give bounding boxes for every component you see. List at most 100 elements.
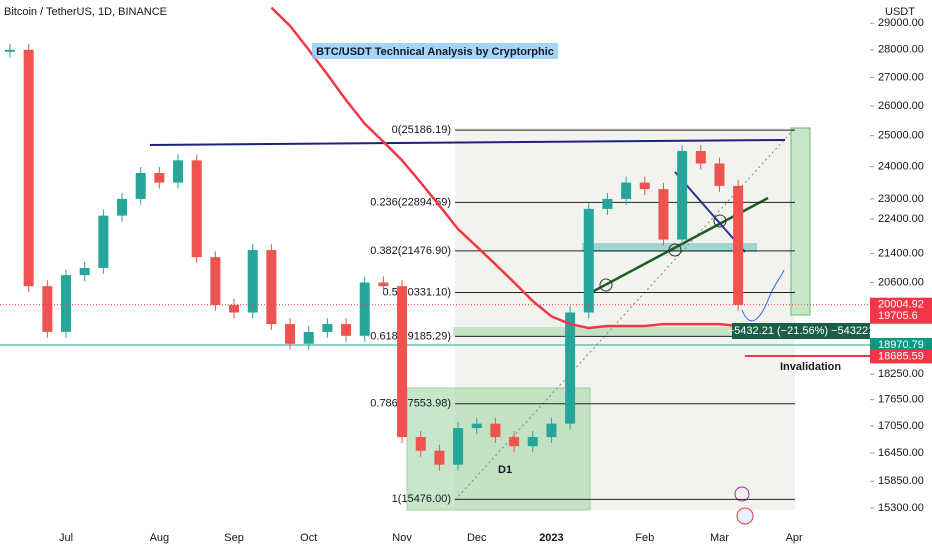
y-tick-label: 20600.00 bbox=[878, 276, 924, 288]
y-tick-label: 27000.00 bbox=[878, 71, 924, 83]
candle bbox=[509, 437, 520, 447]
candle bbox=[303, 331, 314, 344]
symbol: Bitcoin / TetherUS, 1D, BINANCE bbox=[4, 6, 167, 18]
price-label-bg bbox=[870, 337, 932, 352]
candle bbox=[397, 286, 408, 438]
y-tick-label: 16450.00 bbox=[878, 447, 924, 459]
y-tick-label: 17650.00 bbox=[878, 394, 924, 406]
candle bbox=[266, 250, 277, 325]
event-icon bbox=[734, 486, 750, 502]
measure-bg bbox=[732, 323, 870, 339]
candle bbox=[154, 172, 165, 183]
event-icon bbox=[736, 507, 754, 525]
marker bbox=[713, 214, 727, 228]
candle bbox=[79, 267, 90, 276]
moving-average bbox=[270, 6, 739, 330]
candle bbox=[658, 189, 669, 240]
candle bbox=[5, 49, 15, 52]
y-tick-label: 29000.00 bbox=[878, 17, 924, 29]
candle bbox=[285, 324, 296, 344]
price-label: 18970.79 bbox=[878, 339, 924, 351]
candle bbox=[733, 185, 744, 305]
candle bbox=[322, 324, 333, 332]
fib-label: 0.382(21476.90) bbox=[370, 245, 451, 257]
box-label: D1 bbox=[498, 464, 512, 476]
x-tick-label: Feb bbox=[635, 532, 654, 544]
x-tick-label: 2023 bbox=[539, 532, 563, 544]
candle bbox=[210, 257, 221, 305]
x-tick-label: Nov bbox=[392, 532, 412, 544]
candle bbox=[453, 428, 464, 465]
x-tick-label: Apr bbox=[786, 532, 803, 544]
candle bbox=[117, 198, 128, 216]
x-tick-label: Jul bbox=[59, 532, 73, 544]
candle bbox=[61, 275, 72, 332]
y-tick-label: 21400.00 bbox=[878, 247, 924, 259]
price-label: 18685.59 bbox=[878, 350, 924, 362]
y-tick-label: 15300.00 bbox=[878, 502, 924, 514]
candle bbox=[471, 423, 482, 429]
fib-label: 0(25186.19) bbox=[392, 124, 451, 136]
fib-label: 0.618(19185.29) bbox=[370, 330, 451, 342]
x-tick-label: Sep bbox=[224, 532, 244, 544]
y-tick-label: 25000.00 bbox=[878, 130, 924, 142]
price-label: 19705.6 bbox=[878, 310, 918, 322]
candle bbox=[247, 250, 258, 313]
fib-diagonal bbox=[454, 127, 796, 501]
candle bbox=[490, 423, 501, 438]
d1-box bbox=[406, 387, 591, 511]
y-tick-label: 18250.00 bbox=[878, 368, 924, 380]
resistance-line bbox=[149, 139, 786, 146]
candle bbox=[341, 324, 352, 336]
invalidation-label: Invalidation bbox=[780, 361, 841, 373]
x-tick-label: Aug bbox=[150, 532, 170, 544]
candle bbox=[135, 172, 146, 199]
candle bbox=[173, 160, 184, 183]
x-tick-label: Oct bbox=[300, 532, 317, 544]
candle bbox=[639, 182, 650, 190]
y-unit: USDT bbox=[885, 6, 915, 18]
price-label-bg bbox=[870, 309, 932, 324]
candle bbox=[191, 160, 202, 258]
x-tick-label: Dec bbox=[467, 532, 487, 544]
candle bbox=[42, 286, 53, 332]
candle bbox=[527, 437, 538, 447]
candle bbox=[546, 423, 557, 438]
y-tick-label: 22400.00 bbox=[878, 213, 924, 225]
support-zone bbox=[453, 327, 868, 336]
candle bbox=[98, 215, 109, 268]
candle bbox=[229, 304, 240, 313]
y-tick-label: 15850.00 bbox=[878, 475, 924, 487]
title-bg bbox=[312, 43, 558, 59]
fib-label: 0.786(17553.98) bbox=[370, 398, 451, 410]
fib-label: 0.5(20331.10) bbox=[383, 286, 452, 298]
marker bbox=[668, 243, 682, 257]
fib-label: 0.236(22894.59) bbox=[370, 196, 451, 208]
price-label: 20004.92 bbox=[878, 299, 924, 311]
projection-arrow bbox=[741, 269, 785, 322]
y-tick-label: 28000.00 bbox=[878, 44, 924, 56]
price-label-bg bbox=[870, 349, 932, 364]
candle bbox=[378, 282, 389, 287]
candle bbox=[602, 198, 613, 209]
candle bbox=[23, 49, 34, 287]
chart-title: BTC/USDT Technical Analysis by Cryptorph… bbox=[316, 46, 554, 58]
y-tick-label: 17050.00 bbox=[878, 420, 924, 432]
candle bbox=[677, 151, 688, 240]
y-tick-label: 26000.00 bbox=[878, 100, 924, 112]
candle bbox=[565, 312, 576, 424]
candle bbox=[434, 450, 445, 465]
y-tick-label: 24000.00 bbox=[878, 161, 924, 173]
candle bbox=[583, 208, 594, 313]
marker bbox=[599, 278, 613, 292]
candle bbox=[714, 163, 725, 186]
measure-label: −5432.21 (−21.56%) −543221 bbox=[728, 325, 875, 337]
y-tick-label: 23000.00 bbox=[878, 193, 924, 205]
fib-label: 1(15476.00) bbox=[392, 493, 451, 505]
candle bbox=[415, 437, 426, 451]
candle bbox=[621, 182, 632, 199]
x-tick-label: Mar bbox=[710, 532, 729, 544]
candle bbox=[695, 151, 706, 164]
candle bbox=[359, 282, 370, 336]
